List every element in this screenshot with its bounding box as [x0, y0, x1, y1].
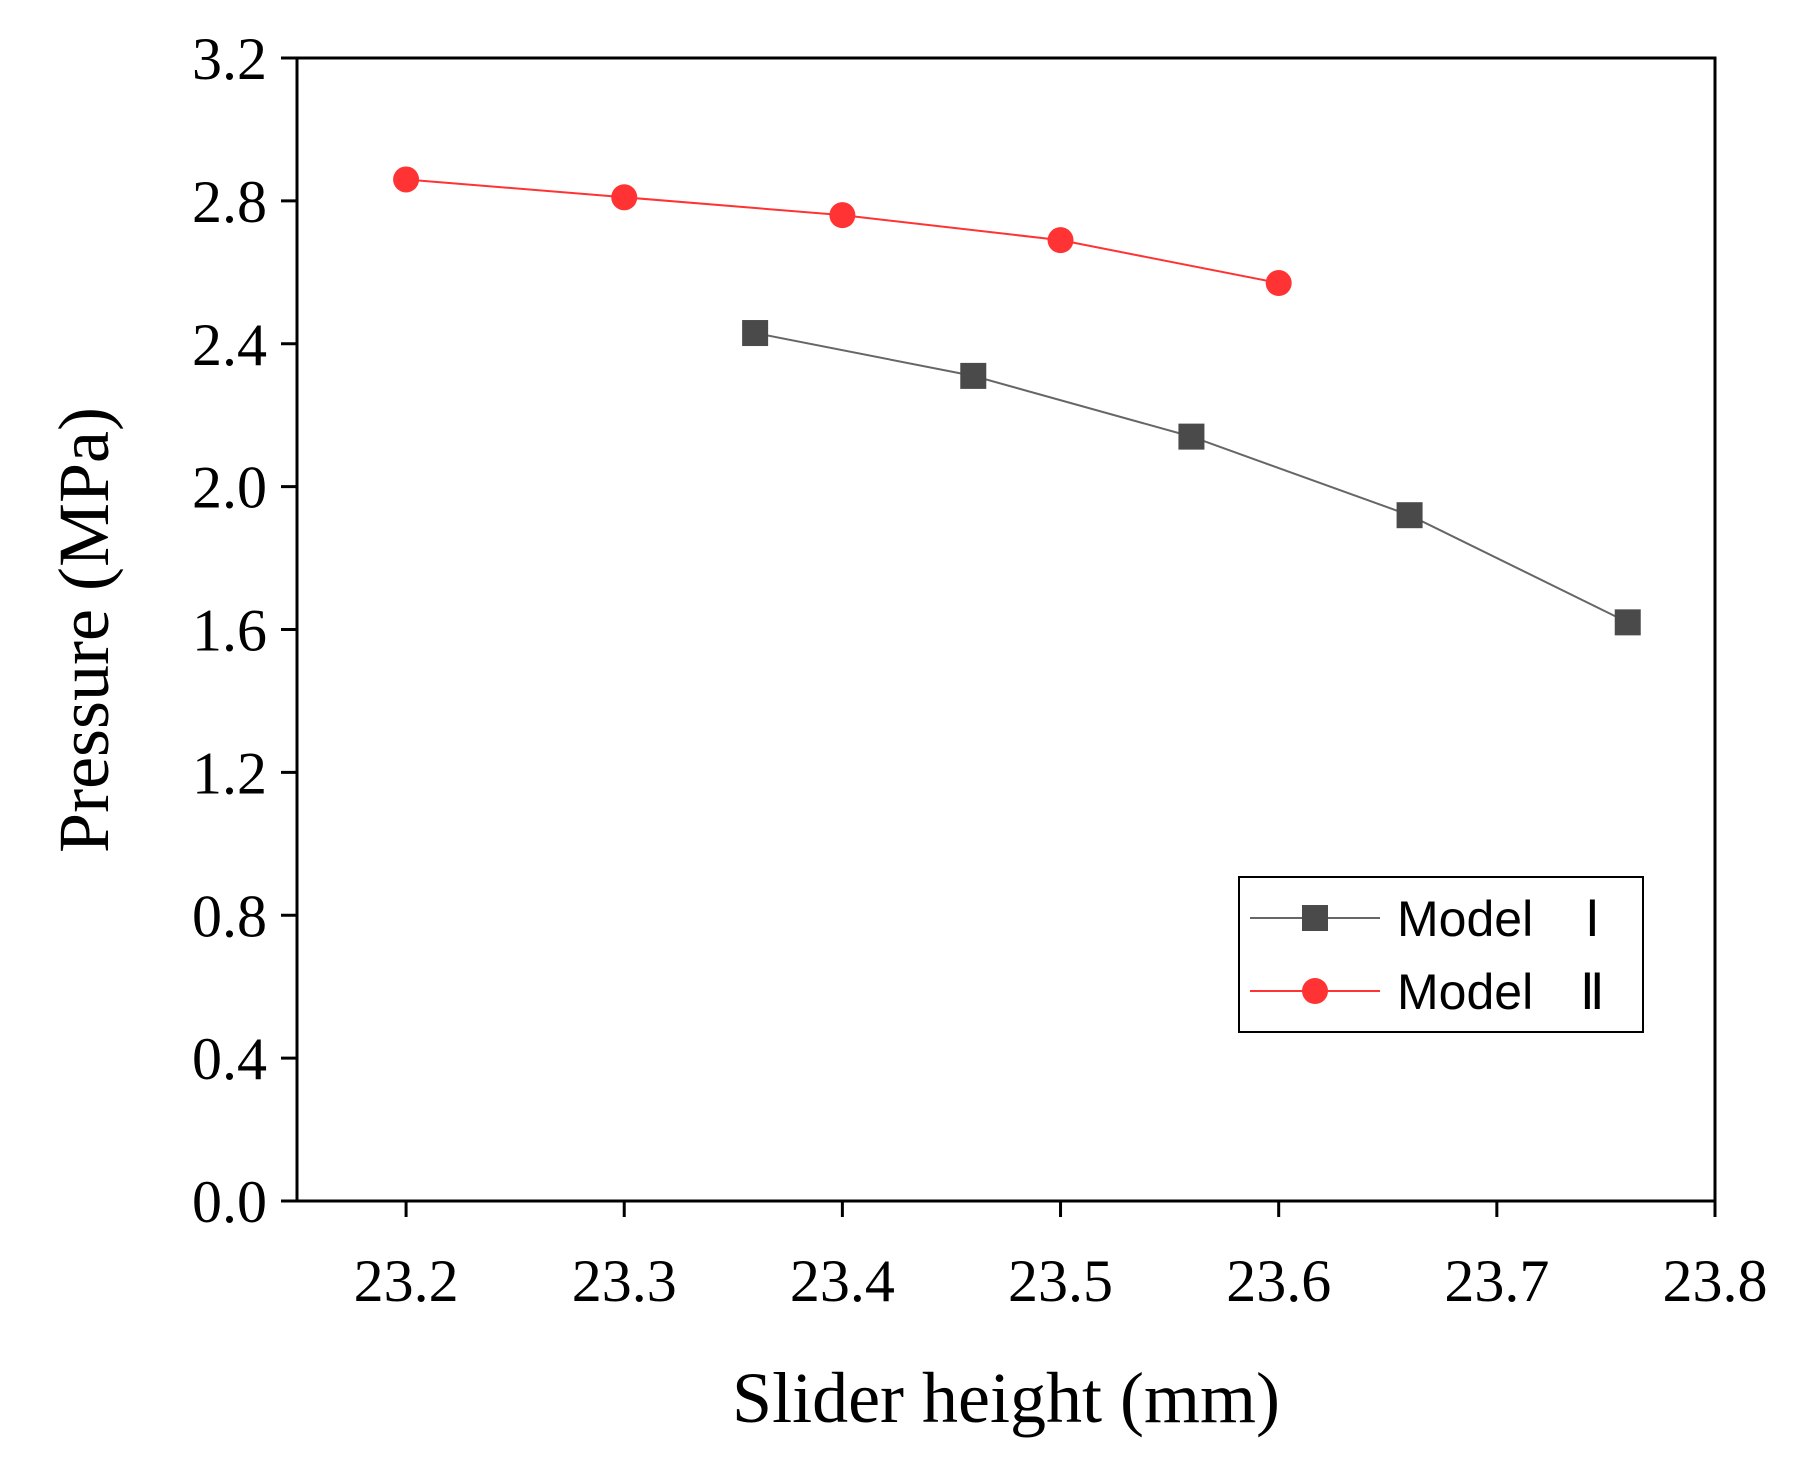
y-tick-label: 0.8: [192, 883, 267, 949]
x-tick-label: 23.4: [790, 1248, 895, 1314]
x-tick-label: 23.8: [1663, 1248, 1768, 1314]
y-tick-label: 1.2: [192, 740, 267, 806]
data-point-model-2: [1265, 270, 1292, 297]
data-point-model-2: [611, 184, 638, 211]
data-point-model-2: [829, 202, 856, 229]
y-tick-label: 2.4: [192, 312, 267, 378]
legend-label-model-1: Model: [1397, 891, 1533, 947]
legend-suffix-model-2: Ⅱ: [1580, 964, 1605, 1020]
legend-box: [1238, 876, 1644, 1033]
legend: Model Ⅰ Model Ⅱ: [1238, 876, 1644, 1033]
y-tick-label: 3.2: [192, 26, 267, 92]
series-line-model-1: [754, 332, 1629, 624]
data-point-model-1: [1614, 609, 1641, 636]
y-tick-label: 2.8: [192, 169, 267, 235]
legend-label-model-2: Model: [1397, 964, 1533, 1020]
x-tick-label: 23.2: [354, 1248, 459, 1314]
y-tick-label: 1.6: [192, 598, 267, 664]
y-tick-label: 0.0: [192, 1169, 267, 1235]
x-tick-label: 23.7: [1444, 1248, 1549, 1314]
legend-marker-model-2: [1302, 978, 1328, 1004]
legend-marker-model-1: [1302, 905, 1328, 931]
data-point-model-1: [1396, 502, 1423, 529]
x-tick-label: 23.6: [1226, 1248, 1331, 1314]
series-layer: [393, 166, 1641, 636]
data-point-model-1: [960, 362, 987, 389]
x-axis: 23.2 23.3 23.4 23.5 23.6 23.7 23.8: [354, 1201, 1768, 1314]
y-tick-label: 2.0: [192, 455, 267, 521]
x-tick-label: 23.5: [1008, 1248, 1113, 1314]
data-point-model-1: [742, 320, 769, 347]
legend-suffix-model-1: Ⅰ: [1585, 891, 1600, 947]
series-line-model-2: [405, 178, 1279, 285]
x-tick-label: 23.3: [572, 1248, 677, 1314]
y-axis-title: Pressure (MPa): [44, 407, 124, 853]
x-axis-title: Slider height (mm): [732, 1358, 1280, 1438]
y-axis: 0.0 0.4 0.8 1.2 1.6 2.0 2.4 2.8 3.2: [192, 26, 297, 1235]
data-point-model-2: [393, 166, 420, 193]
data-point-model-2: [1047, 227, 1074, 254]
y-tick-label: 0.4: [192, 1026, 267, 1092]
data-point-model-1: [1178, 423, 1205, 450]
